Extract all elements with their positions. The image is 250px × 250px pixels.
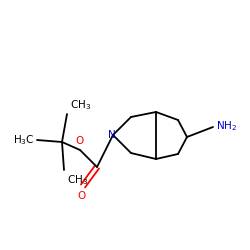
- Text: H$_3$C: H$_3$C: [14, 133, 35, 147]
- Text: O: O: [75, 136, 83, 146]
- Text: N: N: [108, 130, 116, 140]
- Text: CH$_3$: CH$_3$: [67, 173, 88, 187]
- Text: NH$_2$: NH$_2$: [216, 119, 237, 133]
- Text: O: O: [78, 191, 86, 201]
- Text: CH$_3$: CH$_3$: [70, 98, 91, 112]
